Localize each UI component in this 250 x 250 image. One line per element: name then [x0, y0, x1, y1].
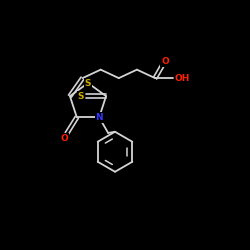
Text: O: O	[161, 58, 169, 66]
Text: OH: OH	[174, 74, 190, 82]
Text: S: S	[85, 78, 91, 88]
Text: N: N	[95, 113, 103, 122]
Text: O: O	[61, 134, 69, 143]
Text: S: S	[78, 92, 84, 101]
